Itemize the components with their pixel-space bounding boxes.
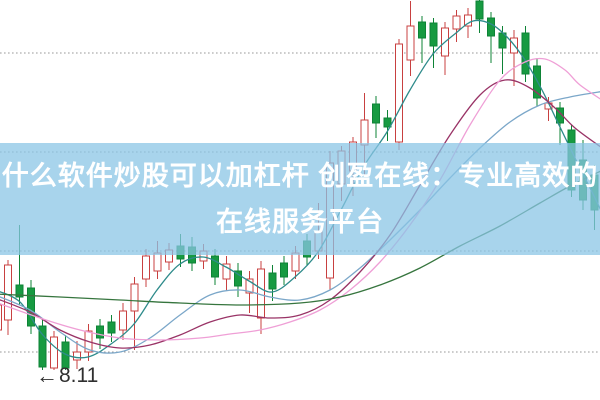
- candle: [107, 315, 116, 342]
- candle: [27, 280, 35, 334]
- ma-steel-blue: [0, 91, 600, 354]
- low-price-value: 8.11: [59, 364, 99, 387]
- candle: [61, 335, 70, 370]
- candle: [0, 304, 2, 331]
- candle: [487, 12, 495, 63]
- candle: [418, 16, 426, 63]
- low-price-annotation: ← 8.11: [36, 362, 99, 388]
- candle: [119, 303, 127, 340]
- candle: [475, 0, 484, 33]
- candle: [257, 261, 265, 334]
- candle: [50, 331, 58, 370]
- candle: [268, 265, 277, 301]
- candle: [280, 256, 288, 285]
- candle: [441, 22, 449, 75]
- candle: [429, 18, 438, 68]
- candle: [452, 10, 461, 42]
- ma-dark-magenta: [0, 79, 600, 349]
- banner-title-line1: 什么软件炒股可以加杠杆 创盈在线：专业高效的: [1, 161, 599, 191]
- candle: [372, 96, 380, 138]
- banner-title-line2: 在线服务平台: [216, 207, 384, 237]
- candle: [383, 110, 392, 141]
- candle: [234, 263, 242, 297]
- candle: [211, 249, 219, 285]
- candle: [556, 102, 564, 145]
- candle: [510, 30, 518, 86]
- title-banner-overlay: 什么软件炒股可以加杠杆 创盈在线：专业高效的 在线服务平台: [0, 143, 600, 255]
- candle: [38, 320, 47, 370]
- candle: [521, 26, 530, 82]
- candle: [395, 39, 403, 150]
- left-arrow-icon: ←: [36, 362, 58, 388]
- ma-pink: [0, 57, 600, 341]
- candle: [73, 341, 81, 369]
- candle: [222, 256, 231, 291]
- candle: [406, 1, 415, 76]
- candle: [142, 249, 150, 287]
- candle: [130, 277, 139, 350]
- candle: [4, 260, 12, 335]
